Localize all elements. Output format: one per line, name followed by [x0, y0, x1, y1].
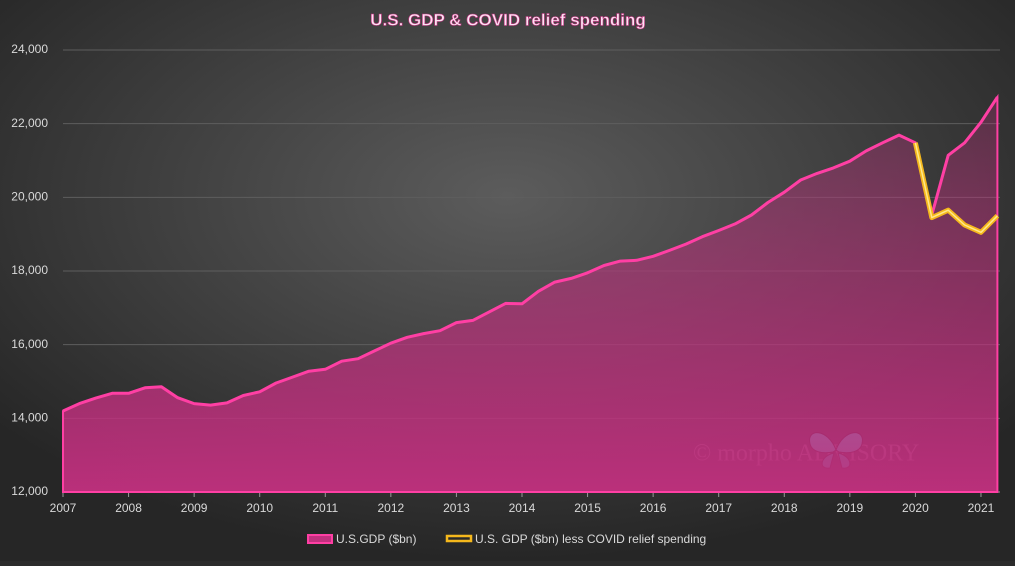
x-tick-label: 2013: [443, 501, 470, 515]
legend-item: U.S.GDP ($bn): [307, 532, 416, 546]
x-tick-label: 2010: [246, 501, 273, 515]
y-tick-label: 20,000: [11, 190, 48, 204]
y-tick-label: 16,000: [11, 337, 48, 351]
x-tick-label: 2012: [377, 501, 404, 515]
y-tick-label: 24,000: [11, 42, 48, 56]
x-tick-label: 2020: [902, 501, 929, 515]
y-tick-label: 18,000: [11, 263, 48, 277]
x-tick-label: 2008: [115, 501, 142, 515]
x-tick-label: 2015: [574, 501, 601, 515]
x-tick-label: 2014: [509, 501, 536, 515]
x-tick-label: 2019: [836, 501, 863, 515]
x-tick-label: 2018: [771, 501, 798, 515]
legend-swatch: [307, 534, 333, 544]
y-tick-label: 14,000: [11, 411, 48, 425]
x-tick-label: 2007: [50, 501, 77, 515]
x-tick-label: 2016: [640, 501, 667, 515]
legend-item: U.S. GDP ($bn) less COVID relief spendin…: [445, 532, 706, 546]
y-tick-label: 22,000: [11, 116, 48, 130]
y-tick-label: 12,000: [11, 484, 48, 498]
legend-swatch: [445, 534, 473, 543]
x-tick-label: 2011: [312, 501, 338, 515]
x-tick-label: 2021: [968, 501, 995, 515]
legend-label: U.S. GDP ($bn) less COVID relief spendin…: [475, 532, 706, 546]
x-tick-label: 2017: [705, 501, 732, 515]
chart-title: U.S. GDP & COVID relief spending: [370, 10, 646, 29]
line-core: [914, 142, 998, 234]
line: [62, 96, 999, 413]
legend-label: U.S.GDP ($bn): [336, 532, 416, 546]
x-tick-label: 2009: [181, 501, 208, 515]
